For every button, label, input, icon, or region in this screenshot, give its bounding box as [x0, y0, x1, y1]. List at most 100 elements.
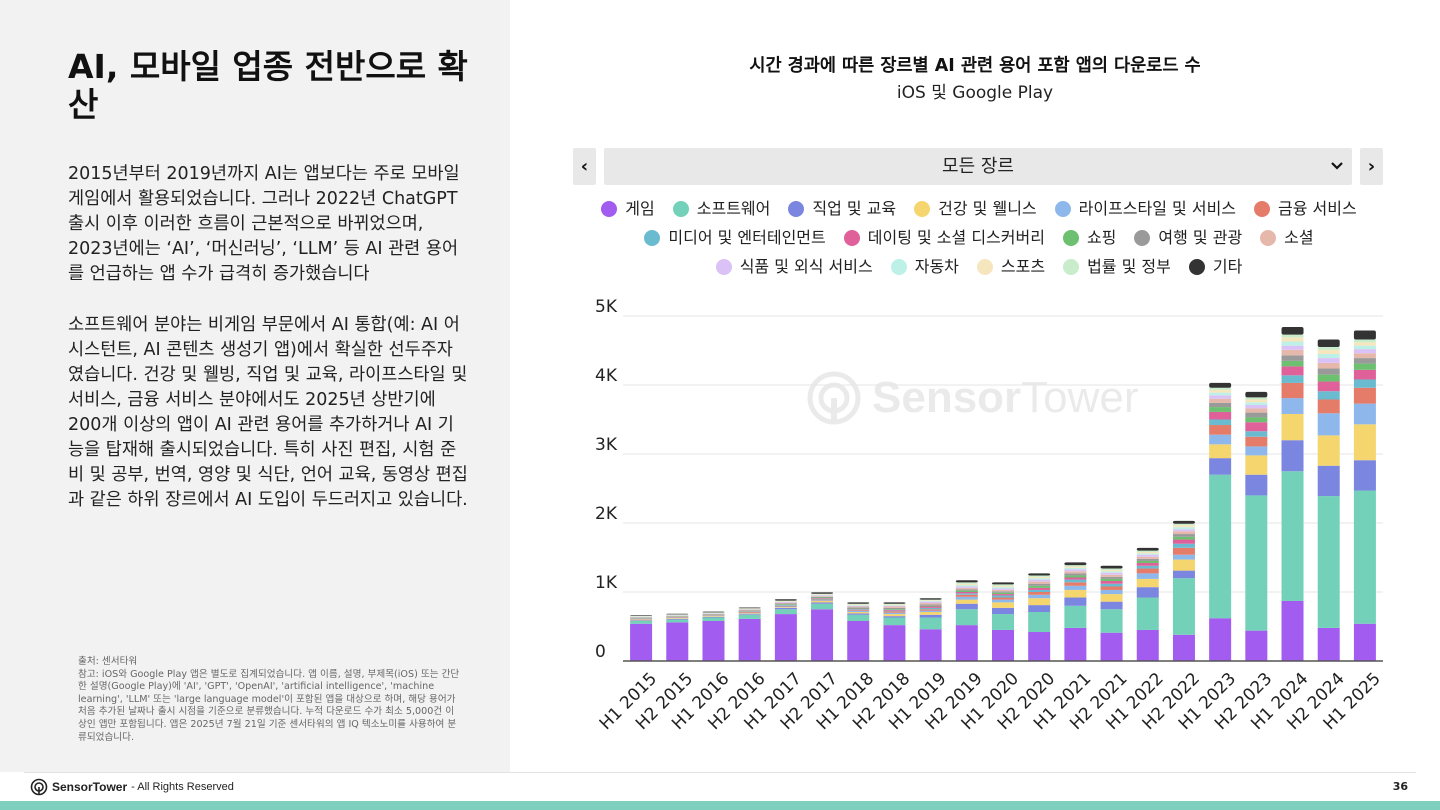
- bar-segment: [1281, 327, 1304, 335]
- bar-segment: [774, 605, 797, 606]
- bar-segment: [955, 603, 978, 610]
- bar-segment: [1281, 382, 1304, 399]
- bar-segment: [666, 618, 689, 620]
- bar-segment: [738, 612, 761, 613]
- bar-segment: [919, 600, 942, 601]
- bar-segment: [1317, 496, 1340, 628]
- legend-item[interactable]: 기타: [1188, 255, 1242, 278]
- legend-swatch: [601, 200, 618, 217]
- legend-label: 식품 및 외식 서비스: [739, 257, 873, 276]
- legend-item[interactable]: 법률 및 정부: [1063, 255, 1171, 278]
- bar-segment: [738, 614, 761, 619]
- left-panel: [0, 0, 510, 772]
- bar-segment: [919, 607, 942, 610]
- bar-segment: [1209, 392, 1232, 396]
- bar-segment: [1028, 581, 1051, 584]
- bar-segment: [1317, 347, 1340, 350]
- bar-segment: [666, 618, 689, 619]
- bar-segment: [1209, 398, 1232, 403]
- bar-segment: [1064, 565, 1087, 567]
- bar-segment: [919, 606, 942, 608]
- bar-segment: [1281, 360, 1304, 367]
- bar-segment: [1209, 382, 1232, 388]
- legend-item[interactable]: 직업 및 교육: [788, 197, 896, 220]
- legend-label: 건강 및 웰니스: [938, 199, 1037, 218]
- bar-segment: [847, 608, 870, 610]
- bar-segment: [1028, 585, 1051, 588]
- legend-item[interactable]: 건강 및 웰니스: [914, 197, 1037, 220]
- legend-item[interactable]: 라이프스타일 및 서비스: [1054, 197, 1236, 220]
- bar-segment: [1028, 575, 1051, 577]
- bar-segment: [774, 599, 797, 601]
- bar-segment: [992, 587, 1014, 589]
- legend-swatch: [644, 229, 661, 246]
- previous-genre-button[interactable]: ‹: [573, 148, 596, 185]
- bar-segment: [1136, 547, 1159, 551]
- bar-segment: [1209, 395, 1232, 399]
- legend-swatch: [1134, 229, 1151, 246]
- bar-segment: [955, 625, 978, 661]
- bar-segment: [883, 614, 906, 617]
- legend-item[interactable]: 게임: [601, 197, 655, 220]
- bar-segment: [883, 612, 906, 615]
- bar-segment: [1209, 407, 1232, 412]
- legend-item[interactable]: 여행 및 관광: [1134, 226, 1242, 249]
- bar-segment: [1064, 566, 1087, 568]
- sensor-tower-logo-icon: [30, 778, 48, 796]
- bar-segment: [1245, 455, 1268, 475]
- y-tick-label: 2K: [595, 504, 618, 524]
- bar-segment: [1317, 358, 1340, 363]
- bar-segment: [919, 600, 942, 602]
- bar-segment: [1245, 397, 1268, 400]
- legend-item[interactable]: 금융 서비스: [1254, 197, 1357, 220]
- bar-segment: [1245, 399, 1268, 403]
- legend-item[interactable]: 자동차: [890, 255, 959, 278]
- bar-segment: [1317, 399, 1340, 414]
- legend-item[interactable]: 식품 및 외식 서비스: [715, 255, 873, 278]
- bar-segment: [1100, 586, 1123, 590]
- bar-segment: [847, 614, 870, 621]
- y-tick-label: 3K: [595, 435, 618, 455]
- bar-segment: [1317, 413, 1340, 436]
- bar-segment: [1100, 594, 1123, 602]
- legend-label: 소셜: [1284, 228, 1314, 247]
- bar-segment: [955, 609, 978, 626]
- bar-segment: [1353, 353, 1376, 359]
- legend-swatch: [1254, 200, 1271, 217]
- bar-segment: [992, 592, 1014, 595]
- bar-segment: [1136, 550, 1159, 552]
- bar-segment: [883, 607, 906, 610]
- legend-item[interactable]: 데이팅 및 소셜 디스커버리: [843, 226, 1045, 249]
- bar-segment: [883, 604, 906, 606]
- bar-segment: [992, 602, 1014, 608]
- genre-select[interactable]: 모든 장르: [604, 148, 1352, 185]
- legend-swatch: [914, 200, 931, 217]
- paragraph-software: 소프트웨어 분야는 비게임 부문에서 AI 통합(예: AI 어시스턴트, AI…: [68, 315, 468, 510]
- legend-item[interactable]: 소셜: [1260, 226, 1314, 249]
- legend-item[interactable]: 미디어 및 엔터테인먼트: [644, 226, 826, 249]
- bar-segment: [1281, 355, 1304, 361]
- legend-item[interactable]: 소프트웨어: [672, 197, 770, 220]
- bar-segment: [1245, 422, 1268, 432]
- bar-segment: [847, 609, 870, 610]
- bar-segment: [1209, 474, 1232, 619]
- bar-segment: [1353, 379, 1376, 388]
- legend-item[interactable]: 스포츠: [976, 255, 1045, 278]
- bar-segment: [1028, 598, 1051, 606]
- next-genre-button[interactable]: ›: [1360, 148, 1383, 185]
- bar-segment: [1209, 425, 1232, 435]
- bar-segment: [1136, 573, 1159, 579]
- bar-segment: [811, 599, 834, 601]
- bar-segment: [1028, 594, 1051, 599]
- bar-segment: [1064, 597, 1087, 606]
- legend-item[interactable]: 쇼핑: [1062, 226, 1117, 249]
- bar-segment: [955, 590, 978, 592]
- bar-segment: [847, 607, 870, 609]
- bar-segment: [1136, 553, 1159, 555]
- bar-segment: [811, 598, 834, 599]
- legend-label: 금융 서비스: [1278, 199, 1357, 218]
- bar-segment: [955, 594, 978, 597]
- legend-label: 쇼핑: [1086, 228, 1117, 247]
- bar-segment: [883, 609, 906, 611]
